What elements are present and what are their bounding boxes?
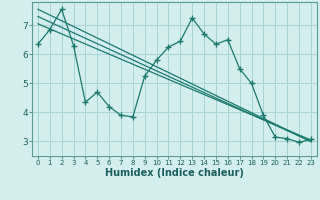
X-axis label: Humidex (Indice chaleur): Humidex (Indice chaleur)	[105, 168, 244, 178]
